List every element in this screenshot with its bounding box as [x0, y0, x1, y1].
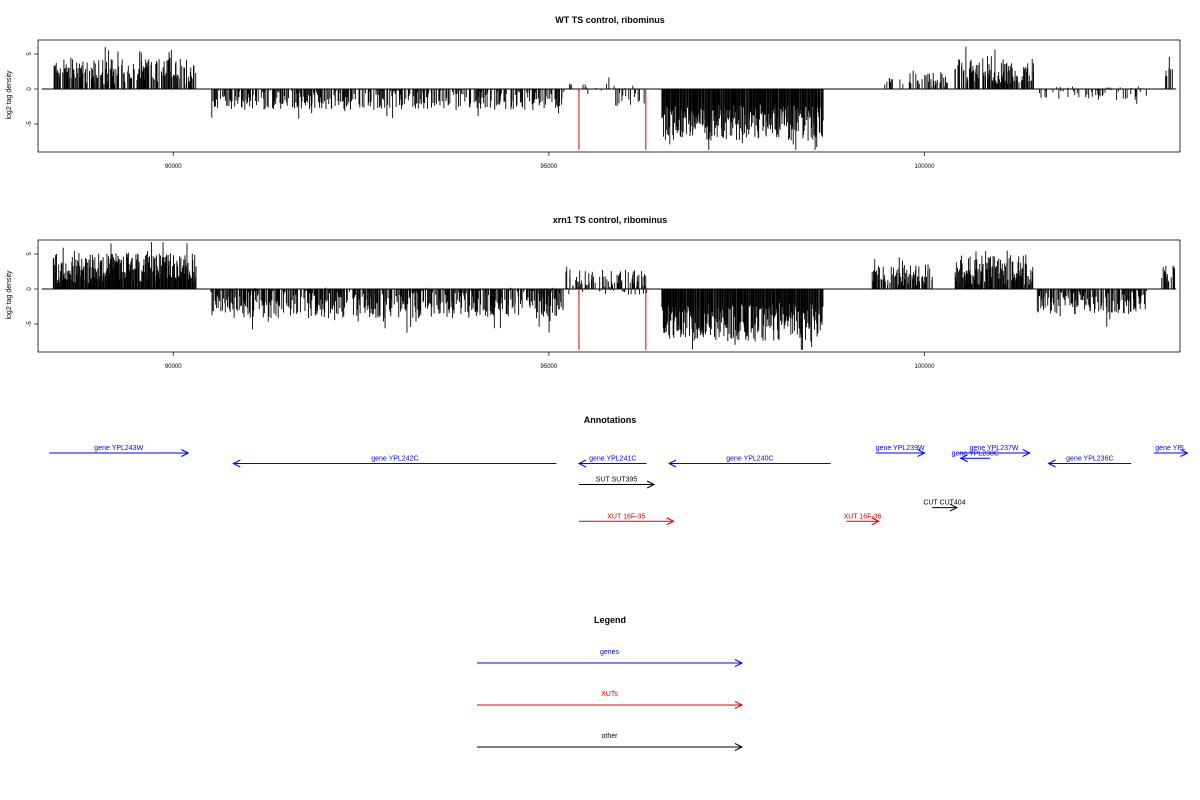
legend-item: other [477, 733, 744, 751]
annotation-label: gene YPL237W [970, 445, 1019, 452]
legend-item: genes [477, 649, 744, 667]
x-tick-label: 95000 [541, 164, 558, 170]
annotation-label: XUT 16F-35 [607, 513, 645, 520]
annotation-arrow-head [949, 503, 958, 512]
legend-arrow-head [734, 701, 744, 709]
annotation-label: gene YPL [1155, 445, 1186, 452]
y-tick-label: 5 [27, 52, 33, 56]
annotation-feature: gene YPL241C [577, 456, 647, 468]
plot-frame [37, 39, 1181, 153]
y-tick-label: 0 [27, 287, 33, 291]
coverage-bars [53, 46, 1173, 150]
coverage-bars [52, 242, 1176, 350]
annotations-title: Annotations [584, 415, 637, 425]
annotation-feature: gene YPL [1153, 445, 1189, 457]
x-tick-label: 100000 [915, 364, 936, 370]
panel-title: xrn1 TS control, ribominus [553, 215, 668, 225]
annotation-label: SUT SUT395 [596, 477, 638, 484]
x-tick-label: 95000 [541, 364, 558, 370]
x-tick-label: 90000 [165, 364, 182, 370]
x-tick-label: 100000 [915, 164, 936, 170]
legend-title: Legend [594, 615, 626, 625]
y-tick-label: 5 [27, 252, 33, 256]
legend-item: XUTs [477, 691, 744, 709]
legend-label: XUTs [601, 691, 618, 698]
plot-area: -5 0 5 90000 95000 100000 [27, 239, 1181, 370]
annotation-feature: gene YPL240C [667, 456, 831, 468]
annotation-label: gene YPL242C [371, 456, 418, 463]
annotation-arrow-head [646, 480, 656, 489]
annotation-arrow-head [871, 517, 880, 526]
annotation-feature: SUT SUT395 [578, 477, 656, 489]
annotation-feature: gene YPL236C [1047, 456, 1132, 468]
plot-frame [37, 239, 1181, 353]
annotation-label: gene YPL241C [589, 456, 636, 463]
legend-label: other [602, 733, 619, 740]
annotation-arrow-head [666, 517, 675, 526]
legend-items: genes XUTs other [477, 649, 744, 751]
legend-arrow-head [734, 743, 744, 751]
y-tick-label: 0 [27, 87, 33, 91]
panel-title: WT TS control, ribominus [555, 15, 665, 25]
annotation-feature: XUT 16F-35 [578, 513, 675, 526]
annotation-arrow-head [1180, 449, 1189, 457]
annotation-arrow-head [1022, 449, 1031, 457]
annotation-label: gene YPL239W [876, 445, 925, 452]
xrn1-coverage-panel: xrn1 TS control, ribominus log2 tag dens… [6, 215, 1181, 370]
annotation-arrow-head [232, 459, 241, 468]
annotation-label: gene YPL240C [726, 456, 773, 463]
annotation-items: gene YPL243W gene YPL242C gene YPL241C gene… [49, 445, 1189, 526]
annotation-label: gene YPL243W [94, 445, 143, 452]
legend-arrow-head [734, 659, 744, 667]
annotation-label: gene YPL238C [952, 450, 999, 457]
annotation-feature: gene YPL238C [952, 450, 999, 463]
plot-area: -5 0 5 90000 95000 100000 [27, 39, 1181, 170]
annotation-arrow-head [667, 459, 677, 468]
y-tick-label: -5 [27, 321, 33, 327]
annotation-feature: gene YPL242C [232, 456, 557, 468]
annotation-feature: CUT CUT404 [923, 500, 966, 512]
annotation-arrow-head [1047, 459, 1056, 468]
annotation-label: CUT CUT404 [923, 500, 965, 507]
annotation-arrow-head [577, 459, 587, 468]
annotation-feature: XUT 16F-36 [844, 513, 882, 526]
annotation-label: gene YPL236C [1066, 456, 1113, 463]
wt-coverage-panel: WT TS control, ribominus log2 tag densit… [6, 15, 1181, 170]
legend: Legend genes XUTs other [477, 615, 744, 751]
annotation-arrow-head [181, 449, 190, 457]
x-tick-label: 90000 [165, 164, 182, 170]
y-tick-label: -5 [27, 121, 33, 127]
y-axis-label: log2 tag density [6, 270, 13, 320]
annotation-feature: gene YPL237W [958, 445, 1031, 457]
annotation-feature: gene YPL243W [49, 445, 190, 457]
annotation-feature: gene YPL239W [876, 445, 926, 457]
y-axis-label: log2 tag density [6, 70, 13, 120]
legend-label: genes [600, 649, 620, 656]
annotation-arrow-head [959, 454, 968, 463]
annotation-arrow-head [917, 449, 926, 457]
annotation-label: XUT 16F-36 [844, 513, 882, 520]
